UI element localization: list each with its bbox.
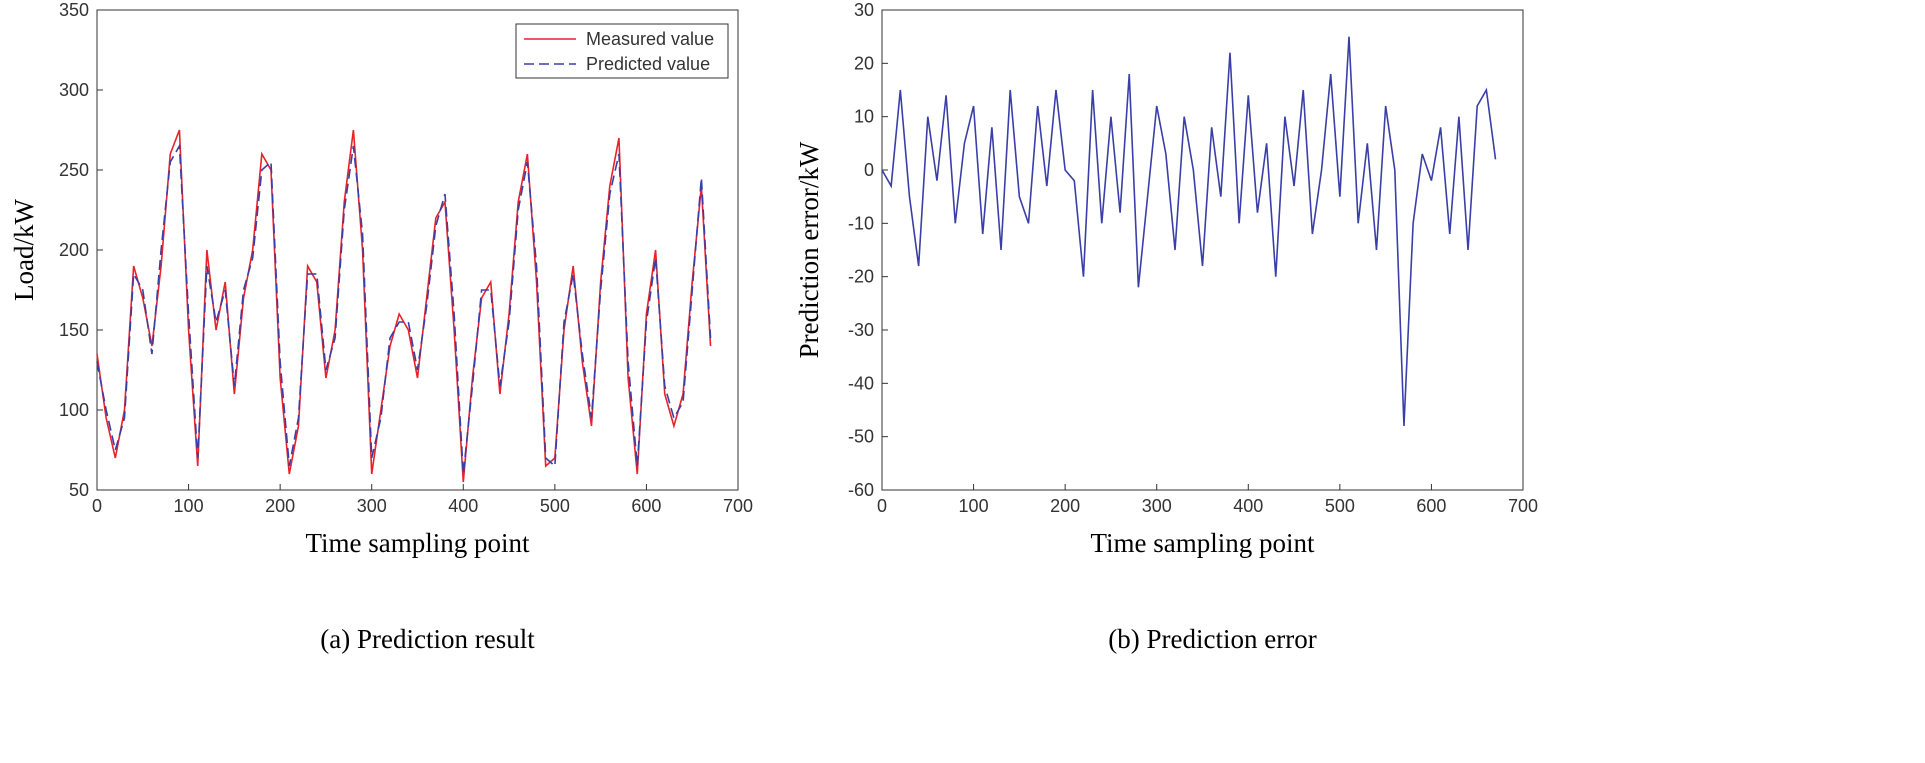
y-tick-label: 300	[59, 80, 89, 100]
x-tick-label: 100	[174, 496, 204, 516]
y-tick-label: 50	[69, 480, 89, 500]
x-tick-label: 600	[631, 496, 661, 516]
x-tick-label: 200	[265, 496, 295, 516]
x-tick-label: 200	[1050, 496, 1080, 516]
y-tick-label: 250	[59, 160, 89, 180]
y-tick-label: 10	[854, 107, 874, 127]
x-tick-label: 400	[1233, 496, 1263, 516]
y-tick-label: 100	[59, 400, 89, 420]
y-tick-label: -20	[848, 267, 874, 287]
y-tick-label: 150	[59, 320, 89, 340]
x-tick-label: 0	[877, 496, 887, 516]
y-tick-label: 0	[864, 160, 874, 180]
y-tick-label: -40	[848, 373, 874, 393]
y-tick-label: -30	[848, 320, 874, 340]
legend-label: Predicted value	[586, 54, 710, 74]
x-axis-label: Time sampling point	[305, 528, 530, 558]
y-tick-label: 20	[854, 53, 874, 73]
x-tick-label: 700	[723, 496, 753, 516]
x-tick-label: 500	[1325, 496, 1355, 516]
legend-box	[515, 23, 729, 79]
y-tick-label: 30	[854, 0, 874, 20]
x-tick-label: 100	[959, 496, 989, 516]
y-axis-label: Load/kW	[9, 199, 39, 301]
x-tick-label: 300	[357, 496, 387, 516]
x-tick-label: 600	[1416, 496, 1446, 516]
y-tick-label: 350	[59, 0, 89, 20]
x-tick-label: 0	[92, 496, 102, 516]
plot-area	[96, 9, 739, 491]
x-tick-label: 400	[448, 496, 478, 516]
caption: (a) Prediction result	[320, 624, 535, 654]
y-tick-label: 200	[59, 240, 89, 260]
y-tick-label: -50	[848, 427, 874, 447]
x-tick-label: 300	[1142, 496, 1172, 516]
series-line	[96, 143, 712, 475]
series-line	[881, 36, 1497, 427]
x-axis-label: Time sampling point	[1090, 528, 1315, 558]
y-axis-label: Prediction error/kW	[794, 141, 824, 358]
x-tick-label: 500	[540, 496, 570, 516]
x-tick-label: 700	[1508, 496, 1538, 516]
y-tick-label: -10	[848, 213, 874, 233]
y-tick-label: -60	[848, 480, 874, 500]
legend-label: Measured value	[586, 29, 714, 49]
caption: (b) Prediction error	[1108, 624, 1316, 654]
plot-area	[881, 9, 1524, 491]
